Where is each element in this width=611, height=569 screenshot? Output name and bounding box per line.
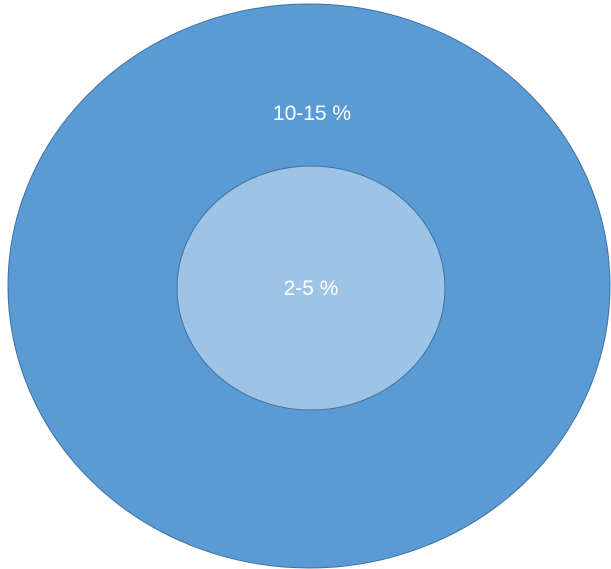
inner-circle-label: 2-5 %	[284, 277, 339, 300]
inner-circle	[176, 165, 446, 411]
outer-circle-label: 10-15 %	[273, 102, 351, 125]
